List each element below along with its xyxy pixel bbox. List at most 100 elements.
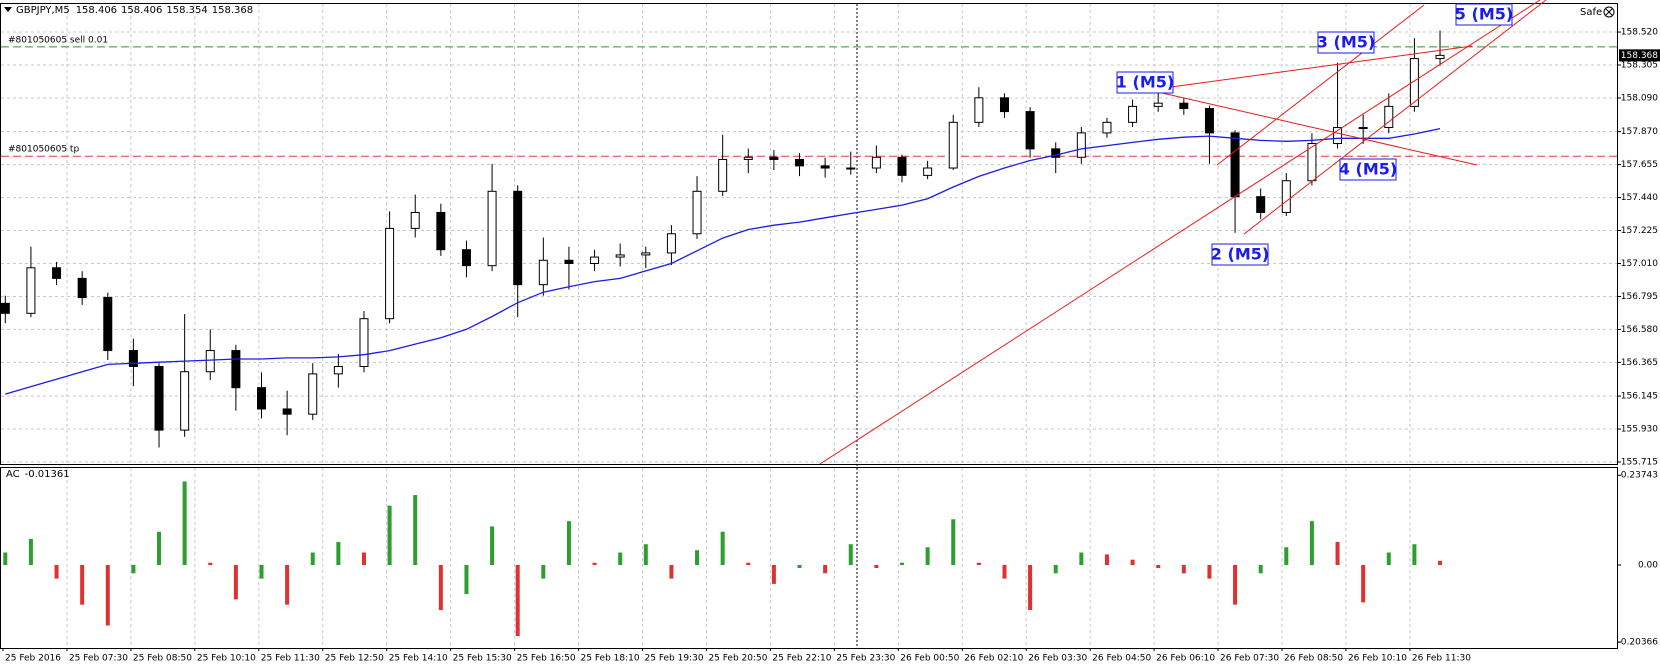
indicator-bar	[361, 552, 366, 565]
candle-body	[52, 267, 62, 279]
candle-body	[282, 408, 292, 415]
x-tick-label: 25 Feb 11:30	[261, 654, 320, 664]
indicator-bar	[1181, 564, 1186, 574]
candle-body	[666, 233, 676, 254]
x-tick-label: 25 Feb 22:10	[772, 654, 831, 664]
indicator-tick-label: 0.23743	[1621, 471, 1658, 481]
indicator-bar	[1028, 564, 1033, 610]
channel-line	[1243, 0, 1547, 235]
current-price-label: 158.368	[1621, 51, 1658, 61]
wave-label: 1 (M5)	[1116, 73, 1174, 92]
indicator-panel-frame	[0, 467, 1618, 649]
x-tick-label: 26 Feb 11:30	[1412, 654, 1471, 664]
candle-body	[26, 267, 36, 314]
wedge-line	[1148, 45, 1473, 91]
indicator-bar	[1104, 554, 1109, 565]
x-tick-label: 26 Feb 07:30	[1220, 654, 1279, 664]
indicator-bar	[797, 564, 802, 569]
indicator-bar	[1361, 564, 1366, 603]
x-tick-label: 25 Feb 07:30	[69, 654, 128, 664]
indicator-bar	[515, 564, 520, 637]
indicator-bar	[900, 562, 904, 565]
indicator-bar	[310, 552, 315, 565]
indicator-tick-label: -0.20366	[1618, 637, 1659, 647]
candle-body	[948, 121, 958, 169]
candle-body	[564, 259, 574, 265]
y-tick-label: 156.580	[1621, 325, 1658, 335]
y-tick-label: 156.795	[1621, 292, 1658, 302]
candle-body	[1204, 108, 1214, 134]
candle-body	[590, 256, 600, 265]
indicator-bar	[105, 564, 110, 626]
indicator-bar	[1412, 544, 1417, 565]
y-tick-label: 157.655	[1621, 160, 1658, 170]
indicator-bar	[208, 562, 213, 565]
wave-box	[1317, 31, 1375, 54]
indicator-bar	[387, 505, 392, 565]
indicator-title: AC	[6, 469, 20, 480]
high-price: 158.406	[121, 5, 162, 16]
indicator-bar	[438, 564, 443, 610]
indicator-bar	[285, 564, 290, 605]
candle-body	[999, 97, 1009, 113]
indicator-bar	[695, 550, 700, 565]
x-tick-label: 26 Feb 02:10	[964, 654, 1023, 664]
y-tick-label: 156.145	[1621, 392, 1658, 402]
candle-body	[359, 318, 369, 368]
candle-body	[846, 167, 856, 170]
wave-box	[1455, 3, 1513, 26]
candle-body	[1409, 58, 1419, 107]
wave-box	[1211, 243, 1269, 266]
y-tick-label: 155.715	[1621, 458, 1658, 468]
order-label: #801050605 tp	[8, 145, 79, 155]
open-price: 158.406	[76, 5, 117, 16]
menu-arrow	[4, 7, 12, 12]
candle-body	[538, 259, 548, 286]
candle-body	[795, 158, 805, 167]
candle-body	[769, 156, 779, 160]
candle-body	[1333, 127, 1343, 144]
candle-body	[1256, 196, 1266, 213]
indicator-bar	[669, 564, 674, 579]
indicator-bar	[1207, 564, 1212, 579]
x-tick-label: 25 Feb 2016	[5, 654, 61, 664]
x-tick-label: 25 Feb 19:30	[645, 654, 704, 664]
x-tick-label: 26 Feb 04:50	[1092, 654, 1151, 664]
indicator-bar	[490, 526, 495, 565]
wave-labels: 1 (M5) 2 (M5) 3 (M5) 4 (M5) 5 (M5)	[1116, 3, 1513, 266]
candle-body	[461, 249, 471, 267]
candle-body	[1051, 148, 1061, 158]
candle-body	[1102, 121, 1112, 134]
indicator-bar	[566, 521, 571, 565]
candle-body	[513, 190, 523, 286]
candle-body	[718, 158, 728, 192]
indicator-bar	[848, 544, 853, 565]
indicator-bar	[1233, 564, 1238, 605]
indicator-bar	[720, 531, 725, 565]
candle-body	[205, 350, 215, 373]
indicator-bar	[874, 564, 879, 569]
candle-body	[641, 252, 651, 256]
candle-body	[692, 190, 702, 235]
main-panel-frame	[0, 3, 1618, 465]
current-price-box	[1619, 49, 1660, 62]
indicator-bar	[541, 564, 546, 579]
moving-average	[5, 127, 1441, 395]
indicator-bar	[1335, 541, 1340, 565]
indicator-bar	[1386, 552, 1391, 565]
indicator-bar	[464, 564, 469, 595]
symbol: GBPJPY,M5	[16, 5, 70, 16]
wave-label: 5 (M5)	[1455, 5, 1513, 24]
y-tick-label: 158.090	[1621, 93, 1658, 103]
indicator-bar	[233, 564, 238, 600]
candle-body	[103, 297, 113, 352]
indicator-bar	[1258, 564, 1263, 574]
candle-body	[180, 371, 190, 431]
indicator-bar	[618, 552, 623, 565]
y-tick-label: 157.440	[1621, 193, 1658, 203]
indicator-bar	[1438, 560, 1443, 565]
indicator-bar	[1053, 564, 1058, 574]
candle-body	[154, 366, 164, 431]
